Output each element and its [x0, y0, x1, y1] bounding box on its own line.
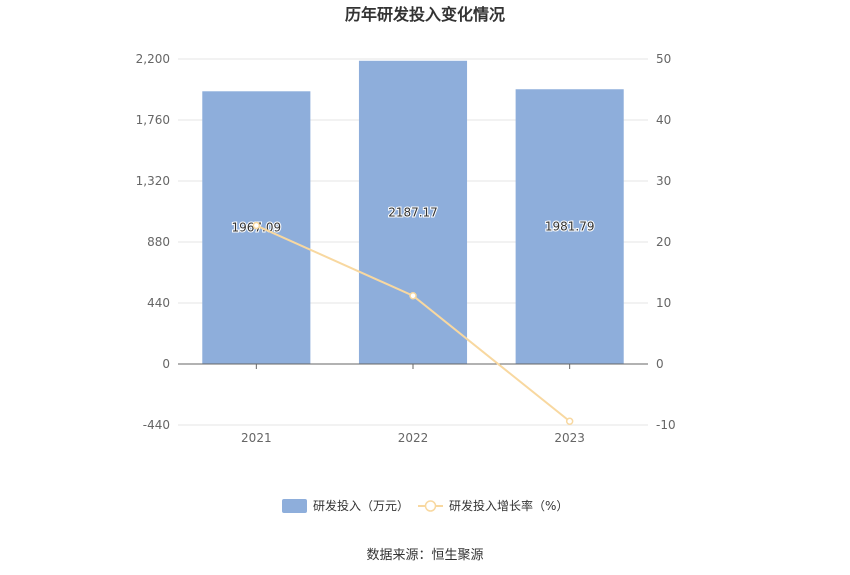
y-axis-right: -10 0 10 20 30 40 50: [656, 52, 676, 432]
y-right-tick-label: 50: [656, 52, 671, 66]
y-left-tick-label: 1,320: [136, 174, 170, 188]
legend[interactable]: 研发投入（万元） 研发投入增长率（%）: [282, 498, 568, 513]
y-left-tick-label: -440: [143, 418, 170, 432]
growth-point: [252, 221, 261, 230]
y-left-tick-label: 0: [162, 357, 170, 371]
y-left-tick-label: 2,200: [136, 52, 170, 66]
y-right-tick-label: 10: [656, 296, 671, 310]
x-tick-label: 2022: [398, 431, 429, 445]
bar-data-label: 1981.79: [545, 220, 595, 234]
legend-swatch-bar: [282, 499, 307, 513]
data-source: 数据来源：恒生聚源: [366, 548, 483, 563]
legend-item-line[interactable]: 研发投入增长率（%）: [418, 498, 568, 513]
y-right-tick-label: 0: [656, 357, 664, 371]
y-right-tick-label: 40: [656, 113, 671, 127]
y-left-tick-label: 880: [147, 235, 170, 249]
growth-point: [409, 291, 417, 300]
x-tick-label: 2023: [554, 431, 585, 445]
y-left-tick-label: 1,760: [136, 113, 170, 127]
x-tick-label: 2021: [241, 431, 272, 445]
y-right-tick-label: -10: [656, 418, 676, 432]
bar: [358, 60, 468, 364]
growth-line-series: [252, 221, 574, 426]
bar: [515, 89, 624, 365]
y-left-tick-label: 440: [147, 296, 170, 310]
legend-item-bar[interactable]: 研发投入（万元）: [282, 498, 409, 513]
legend-label-bar: 研发投入（万元）: [313, 498, 409, 513]
legend-swatch-marker: [424, 500, 437, 512]
y-right-tick-label: 30: [656, 174, 671, 188]
y-axis-left: -440 0 440 880 1,320 1,760 2,200: [136, 52, 170, 432]
bar-data-label: 2187.17: [388, 205, 438, 219]
x-axis: 2021 2022 2023: [241, 364, 585, 445]
chart-title: 历年研发投入变化情况: [345, 5, 505, 24]
legend-label-line: 研发投入增长率（%）: [449, 498, 568, 513]
growth-point: [565, 417, 574, 426]
y-right-tick-label: 20: [656, 235, 671, 249]
